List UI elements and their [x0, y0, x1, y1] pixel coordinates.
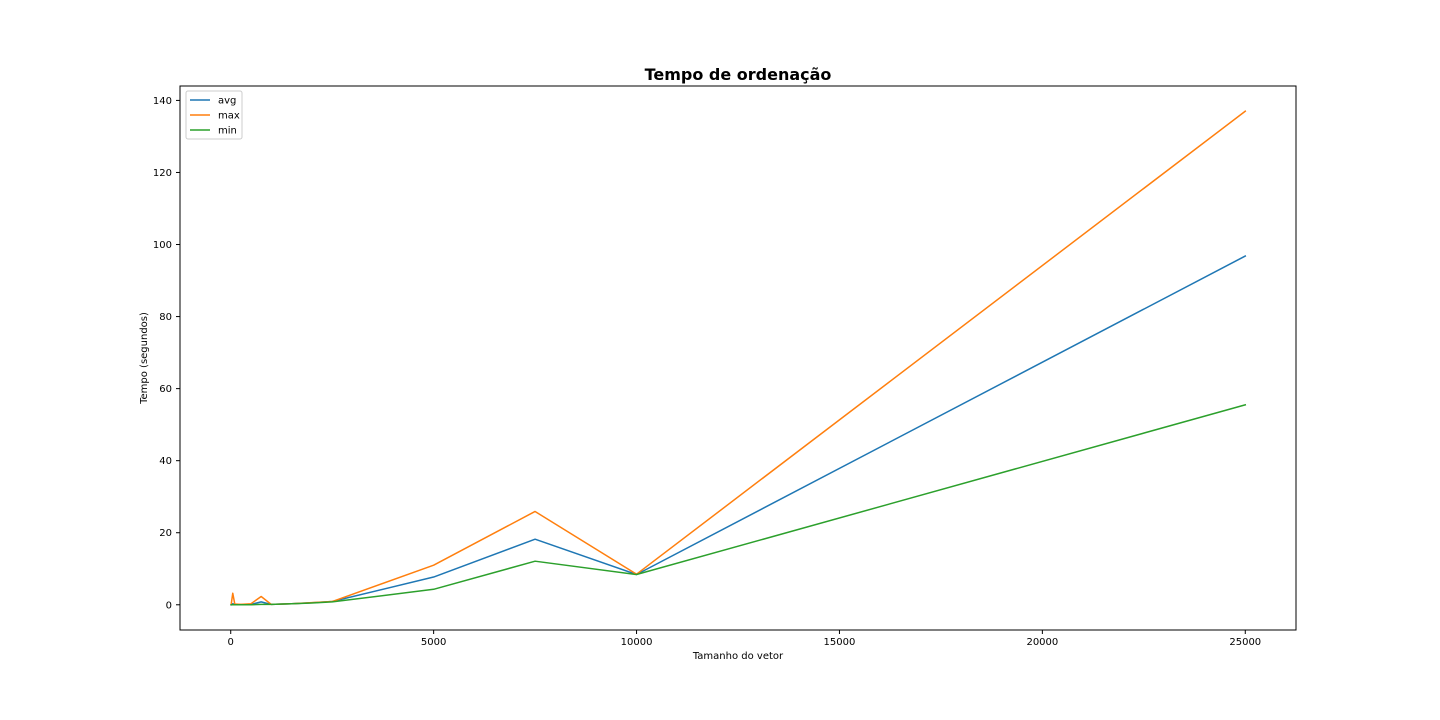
x-tick-label: 20000 [1026, 637, 1058, 648]
y-tick-label: 40 [159, 456, 172, 467]
x-axis-label: Tamanho do vetor [692, 651, 784, 662]
x-tick-label: 15000 [824, 637, 856, 648]
y-tick-label: 120 [153, 168, 172, 179]
y-tick-label: 20 [159, 528, 172, 539]
legend: avg max min [185, 90, 243, 140]
x-tick-label: 5000 [421, 637, 446, 648]
legend-label-avg: avg [218, 96, 236, 107]
series-layer [230, 110, 1247, 606]
legend-label-max: max [218, 111, 240, 122]
x-tick-label: 10000 [621, 637, 653, 648]
y-tick-label: 80 [159, 312, 172, 323]
y-tick-label: 100 [153, 240, 172, 251]
legend-entries: avg max min [190, 96, 240, 137]
y-tick-label: 60 [159, 384, 172, 395]
legend-box [185, 90, 243, 140]
y-tick-label: 140 [153, 96, 172, 107]
series-line-min [230, 403, 1247, 606]
y-tick-label: 0 [166, 600, 172, 611]
chart-title: Tempo de ordenação [645, 65, 832, 84]
x-axis-ticks: 0 5000 10000 15000 20000 25000 [228, 630, 1261, 648]
y-axis-label: Tempo (segundos) [139, 312, 150, 405]
axes-frame [179, 85, 1297, 631]
y-axis-ticks: 0 20 40 60 80 100 120 140 [153, 96, 180, 611]
x-tick-label: 0 [228, 637, 234, 648]
legend-label-min: min [218, 126, 237, 137]
plot-area [179, 85, 1297, 631]
x-tick-label: 25000 [1229, 637, 1261, 648]
